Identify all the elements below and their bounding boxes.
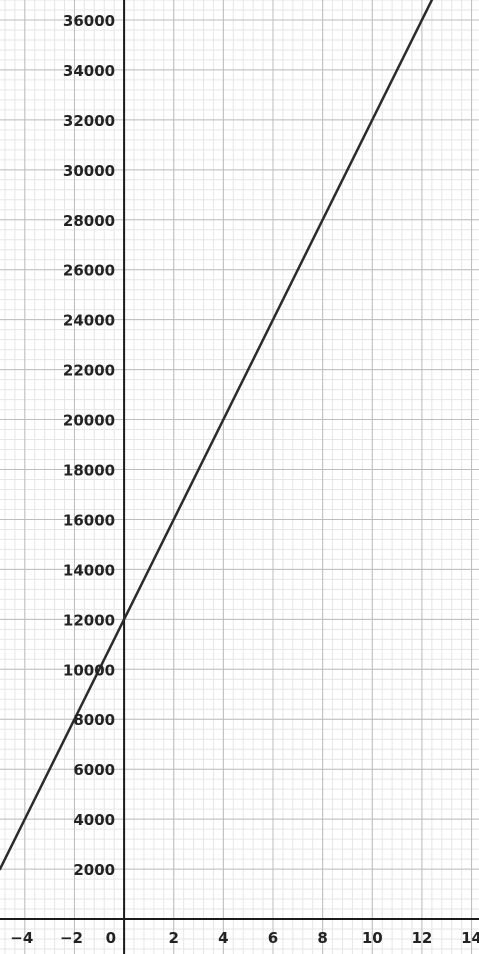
y-tick-label: 10000 — [63, 661, 115, 679]
x-tick-label: 0 — [106, 929, 116, 947]
x-tick-label: 4 — [218, 929, 228, 947]
x-tick-label: −2 — [60, 929, 83, 947]
y-tick-labels: 2000 4000 6000 8000 10000 12000 14000 16000 1800… — [63, 12, 115, 879]
y-tick-label: 30000 — [63, 162, 115, 180]
x-tick-label: 6 — [268, 929, 278, 947]
y-tick-label: 32000 — [63, 112, 115, 130]
y-tick-label: 18000 — [63, 462, 115, 480]
x-tick-label: 12 — [411, 929, 432, 947]
x-tick-labels: −4 −2 0 2 4 6 8 10 12 14 — [10, 929, 479, 947]
y-tick-label: 22000 — [63, 362, 115, 380]
y-tick-label: 20000 — [63, 412, 115, 430]
y-tick-label: 16000 — [63, 511, 115, 529]
y-tick-label: 28000 — [63, 212, 115, 230]
x-tick-label: 10 — [362, 929, 383, 947]
y-tick-label: 26000 — [63, 262, 115, 280]
x-tick-label: 8 — [317, 929, 327, 947]
y-tick-label: 6000 — [73, 761, 115, 779]
x-tick-label: −4 — [10, 929, 33, 947]
y-tick-label: 2000 — [73, 861, 115, 879]
y-tick-label: 34000 — [63, 62, 115, 80]
y-tick-label: 8000 — [73, 711, 115, 729]
x-tick-label: 2 — [169, 929, 179, 947]
y-tick-label: 12000 — [63, 611, 115, 629]
series-line-1 — [0, 0, 434, 871]
y-tick-label: 36000 — [63, 12, 115, 30]
series-layer — [0, 0, 434, 871]
y-tick-label: 4000 — [73, 811, 115, 829]
y-tick-label: 24000 — [63, 312, 115, 330]
x-tick-label: 14 — [461, 929, 479, 947]
y-tick-label: 14000 — [63, 561, 115, 579]
